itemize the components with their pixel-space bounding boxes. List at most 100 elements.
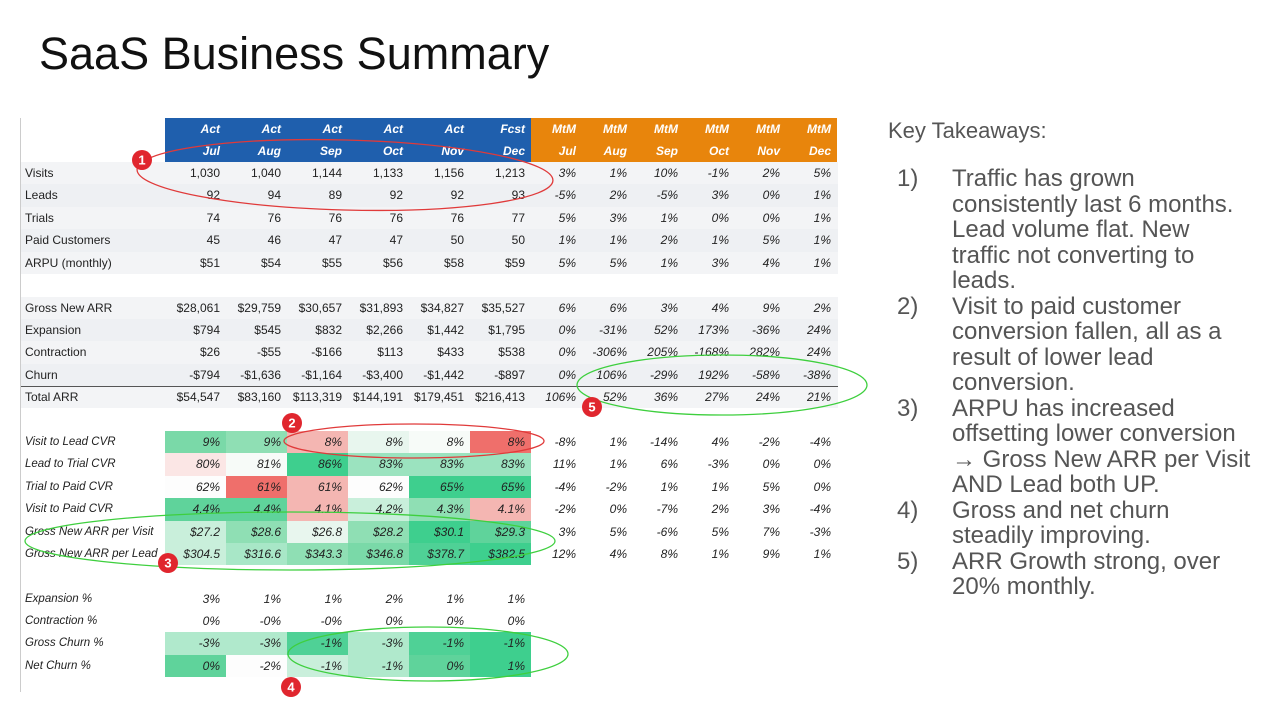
mtm-cell: 4% (711, 435, 729, 449)
value-cell: 76 (267, 210, 281, 225)
value-cell: 76 (389, 210, 403, 225)
value-cell: $58 (443, 255, 464, 270)
value-cell: $30.1 (409, 520, 470, 543)
header-cell: MtM (633, 118, 684, 140)
mtm-cell: 0% (558, 322, 576, 337)
value-cell: -$1,442 (423, 367, 464, 382)
marker-number: 4 (287, 680, 295, 695)
row-label: Visit to Lead CVR (25, 436, 116, 448)
value-cell: 0% (202, 613, 220, 628)
value-cell: $59 (504, 255, 525, 270)
mtm-cell: 9% (762, 300, 780, 315)
value-cell: 8% (287, 431, 348, 454)
value-cell: 74 (206, 210, 220, 225)
marker-number: 1 (138, 153, 145, 168)
value-cell: -1% (287, 632, 348, 655)
marker-badge (132, 150, 152, 170)
value-cell: -1% (409, 632, 470, 655)
value-cell: 77 (511, 210, 525, 225)
takeaway-text: ARR Growth strong, over 20% monthly. (952, 547, 1221, 600)
row-background (20, 363, 838, 387)
takeaway-number: 3) (897, 394, 919, 422)
mtm-cell: 3% (609, 210, 627, 225)
mtm-cell: -6% (656, 524, 678, 539)
value-cell: 80% (165, 453, 226, 476)
value-cell: 0% (507, 613, 525, 628)
header-cell: Sep (633, 140, 684, 162)
mtm-cell: 5% (762, 479, 780, 494)
value-cell: 92 (450, 188, 464, 203)
value-cell: 83% (409, 453, 470, 476)
mtm-cell: 0% (813, 479, 831, 494)
value-cell: $545 (254, 322, 281, 337)
value-cell: 1,156 (433, 166, 464, 180)
value-cell: $31,893 (359, 300, 403, 315)
value-cell: $27.2 (165, 520, 226, 543)
value-cell: $113,319 (292, 390, 342, 405)
value-cell: 86% (287, 453, 348, 476)
header-cell: Act (226, 118, 287, 140)
mtm-cell: 2% (660, 233, 678, 248)
value-cell: $29,759 (237, 300, 281, 315)
value-cell: -$897 (494, 367, 525, 382)
mtm-cell: 3% (711, 188, 729, 203)
value-cell: $304.5 (165, 543, 226, 566)
slide-title: SaaS Business Summary (39, 28, 550, 79)
value-cell: 1% (507, 591, 525, 606)
value-cell: 94 (267, 188, 281, 203)
mtm-cell: 1% (609, 233, 627, 248)
highlight-ellipse (287, 626, 569, 682)
mtm-cell: 12% (551, 547, 576, 561)
value-cell: 0% (409, 654, 470, 678)
mtm-cell: 6% (660, 457, 678, 472)
header-cell: MtM (684, 118, 735, 140)
value-cell: 1% (324, 591, 342, 606)
takeaways: Key Takeaways: 1) Traffic has grown consi… (888, 118, 1268, 600)
takeaway-item: 4) Gross and net churn steadily improving… (888, 497, 1268, 549)
value-cell: $832 (315, 322, 342, 337)
mtm-cell: 1% (660, 210, 678, 225)
row-label: Gross New ARR (25, 300, 113, 315)
mtm-cell: 5% (762, 233, 780, 248)
mtm-cell: 3% (558, 524, 576, 539)
value-cell: -1% (287, 654, 348, 678)
value-cell: 9% (165, 431, 226, 454)
value-cell: $113 (377, 345, 403, 360)
row-background (20, 251, 838, 274)
mtm-cell: -4% (809, 502, 831, 517)
row-label: Contraction % (25, 614, 98, 627)
header-cell: MtM (786, 118, 837, 140)
takeaway-number: 5) (897, 547, 919, 575)
highlight-ellipse (283, 423, 545, 459)
row-label: Leads (25, 188, 58, 203)
mtm-cell: 24% (755, 390, 780, 405)
value-cell: 76 (328, 210, 342, 225)
mtm-cell: 52% (602, 390, 627, 405)
mtm-cell: 205% (647, 345, 678, 360)
mtm-cell: 1% (609, 435, 627, 449)
value-cell: 0% (165, 654, 226, 678)
header-cell: Sep (287, 140, 348, 162)
highlight-ellipse (24, 511, 556, 571)
value-cell: 92 (389, 188, 403, 203)
mtm-cell: 52% (653, 322, 678, 337)
row-label: Net Churn % (25, 659, 91, 672)
value-cell: $382.5 (470, 543, 531, 566)
mtm-cell: -31% (598, 322, 627, 337)
value-cell: -$3,400 (362, 367, 403, 382)
value-cell: $179,451 (413, 390, 464, 405)
value-cell: $28.2 (348, 520, 409, 543)
value-cell: $26.8 (287, 520, 348, 543)
mtm-cell: -5% (554, 188, 576, 203)
header-cell: Dec (470, 140, 531, 162)
mtm-cell: 0% (558, 345, 576, 360)
marker-number: 3 (164, 556, 171, 571)
value-cell: $55 (321, 255, 342, 270)
value-cell: 76 (450, 210, 464, 225)
value-cell: $28.6 (226, 520, 287, 543)
mtm-cell: -4% (554, 479, 576, 494)
value-cell: 1,133 (372, 166, 403, 180)
value-cell: -2% (226, 654, 287, 678)
